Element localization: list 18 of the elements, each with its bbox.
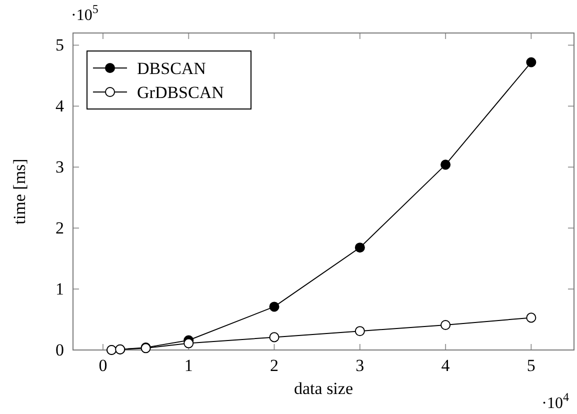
x-tick-label: 0 (98, 356, 108, 376)
x-tick-label: 1 (184, 356, 193, 376)
text: ·10$^{5}$ (71, 2, 98, 24)
y-tick-label: 1 (56, 279, 64, 298)
y-tick-label: 2 (56, 218, 64, 238)
y-tick-label: 5 (56, 36, 64, 55)
x-tick-label: 3 (356, 356, 364, 376)
x-tick-label: 2 (270, 356, 279, 376)
text: ·10$^{4}$ (542, 390, 569, 412)
y-axis-title: time [ms] (10, 158, 29, 224)
x-tick-label: 5 (526, 356, 536, 376)
legend-label: GrDBSCAN (137, 83, 224, 102)
legend-label: DBSCAN (137, 59, 206, 78)
x-tick-label: 4 (441, 356, 450, 376)
y-tick-label: 0 (56, 340, 64, 360)
y-tick-label: 4 (56, 96, 64, 116)
y-tick-label: 3 (56, 158, 64, 177)
x-axis-title: data size (294, 379, 353, 398)
